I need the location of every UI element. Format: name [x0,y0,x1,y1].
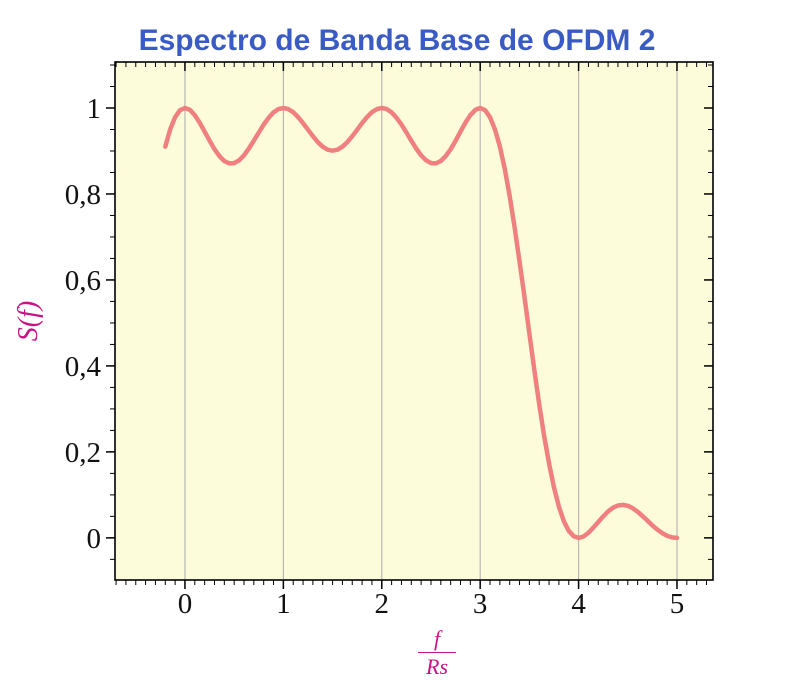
plot-area [115,62,713,580]
spectrum-curve [163,105,680,541]
x-axis-label: f Rs [418,626,456,680]
y-tick-label: 1 [87,93,102,125]
x-tick-label: 2 [375,588,390,620]
x-tick-label: 0 [178,588,193,620]
plot-border [114,61,714,581]
y-tick-label: 0,2 [65,437,101,469]
chart-title: Espectro de Banda Base de OFDM 2 [138,24,656,58]
y-tick-label: 0 [87,523,102,555]
y-tick-label: 0,6 [65,265,101,297]
x-tick-label: 4 [571,588,586,620]
y-tick-label: 0,4 [65,351,102,383]
x-axis-label-wrap: f Rs [418,626,456,680]
x-tick-label: 5 [670,588,685,620]
x-tick-label: 1 [276,588,291,620]
y-tick-label: 0,8 [65,179,101,211]
x-tick-label: 3 [473,588,488,620]
x-axis-label-denominator: Rs [418,652,456,679]
x-axis-label-numerator: f [433,626,441,651]
